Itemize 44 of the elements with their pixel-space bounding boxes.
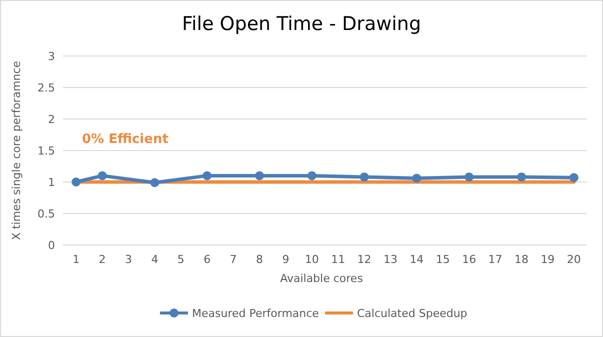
y-tick-label: 2 xyxy=(48,112,55,126)
x-tick-label: 15 xyxy=(436,253,450,266)
point xyxy=(98,171,107,180)
x-tick-label: 3 xyxy=(125,253,132,266)
x-tick-label: 6 xyxy=(204,253,211,266)
y-tick-label: 0 xyxy=(48,238,55,252)
chart-title: File Open Time - Drawing xyxy=(182,13,422,35)
x-tick-label: 18 xyxy=(514,253,528,266)
x-tick-label: 10 xyxy=(304,253,319,266)
x-tick-label: 12 xyxy=(357,253,372,266)
x-tick-label: 20 xyxy=(566,253,581,266)
x-tick-label: 4 xyxy=(151,253,158,266)
y-tick-label: 0.5 xyxy=(38,207,55,220)
y-tick-label: 1.5 xyxy=(38,144,55,158)
point xyxy=(569,173,578,182)
x-tick-label: 16 xyxy=(462,253,476,266)
point xyxy=(307,171,316,180)
point xyxy=(412,174,422,183)
point xyxy=(255,171,264,180)
point xyxy=(517,172,526,182)
annotation: 0% Efficient xyxy=(82,132,168,147)
y-tick-label: 1 xyxy=(48,176,55,189)
x-axis-title: Available cores xyxy=(280,272,364,285)
point xyxy=(72,178,81,186)
legend-label: Measured Performance xyxy=(192,306,320,320)
x-tick-label: 7 xyxy=(230,253,237,266)
x-tick-label: 19 xyxy=(540,253,555,266)
x-tick-label: 2 xyxy=(98,253,106,266)
x-tick-label: 13 xyxy=(384,253,398,266)
y-axis-title: X times single core perforamnce xyxy=(10,60,23,240)
x-tick-label: 5 xyxy=(177,253,184,266)
x-tick-label: 8 xyxy=(256,253,263,266)
x-tick-label: 17 xyxy=(488,253,502,266)
point xyxy=(464,172,474,182)
x-tick-label: 11 xyxy=(331,253,346,266)
x-tick-label: 9 xyxy=(282,253,290,266)
y-tick-label: 3 xyxy=(48,50,55,63)
legend-label: Calculated Speedup xyxy=(357,306,468,320)
point xyxy=(202,171,212,180)
x-tick-label: 1 xyxy=(72,253,80,266)
point xyxy=(150,178,160,188)
x-tick-label: 14 xyxy=(410,253,424,266)
point xyxy=(360,172,369,182)
y-tick-label: 2.5 xyxy=(38,81,55,94)
